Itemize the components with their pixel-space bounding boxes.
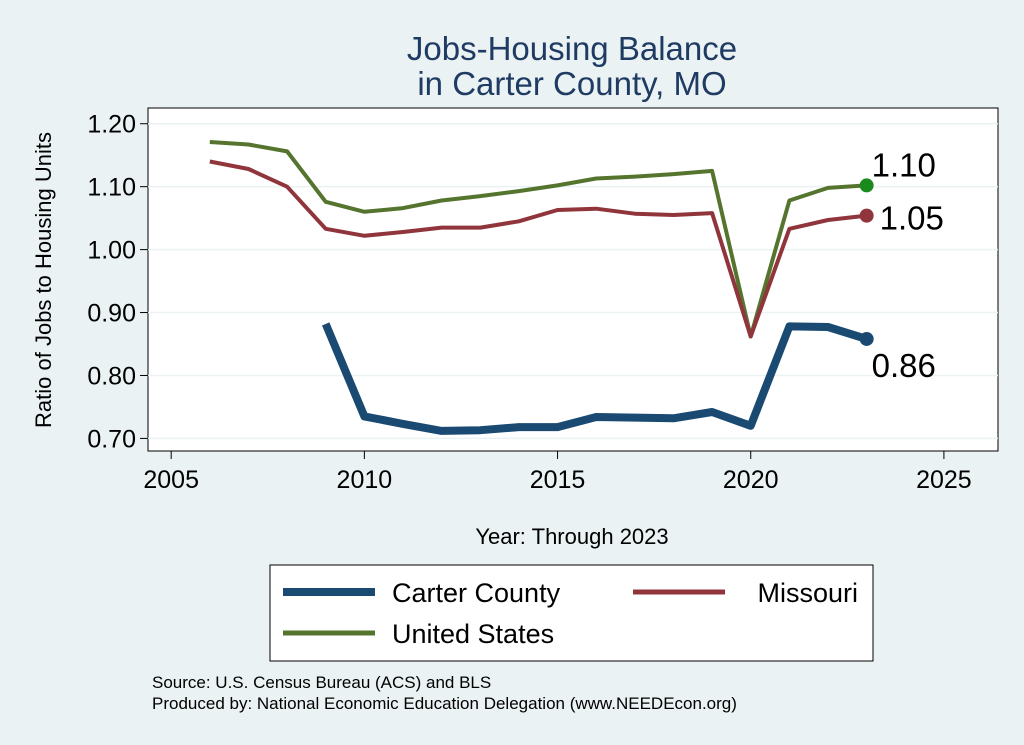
legend-label-united-states: United States (392, 619, 554, 649)
series-line-missouri (209, 159, 867, 339)
chart-title-line-1: Jobs-Housing Balance (407, 30, 737, 67)
legend: Carter County Missouri United States (269, 564, 874, 662)
y-tick-label: 0.90 (87, 300, 136, 328)
y-tick-label: 1.00 (87, 237, 136, 265)
legend-box (269, 564, 874, 662)
series-lines (209, 140, 868, 435)
end-marker-united-states (859, 178, 874, 193)
x-tick-label: 2020 (723, 466, 779, 494)
legend-label-carter-county: Carter County (392, 578, 561, 608)
y-axis-label: Ratio of Jobs to Housing Units (31, 132, 56, 428)
producer-note: Produced by: National Economic Education… (152, 694, 737, 713)
end-marker-missouri (859, 208, 874, 223)
x-tick-label: 2010 (337, 466, 393, 494)
x-tick-label: 2015 (530, 466, 586, 494)
series-line-carter-county (322, 322, 868, 435)
end-label-united-states: 1.10 (872, 146, 936, 183)
y-tick-label: 0.80 (87, 362, 136, 390)
end-labels: 0.86 1.05 1.10 (872, 146, 944, 384)
end-marker-carter-county (859, 331, 874, 346)
y-tick-label: 1.10 (87, 174, 136, 202)
y-tick-label: 1.20 (87, 111, 136, 139)
legend-label-missouri: Missouri (757, 578, 858, 608)
x-tick-label: 2025 (916, 466, 972, 494)
end-label-carter-county: 0.86 (872, 347, 936, 384)
end-label-missouri: 1.05 (880, 200, 944, 237)
source-note: Source: U.S. Census Bureau (ACS) and BLS (152, 673, 491, 692)
x-axis-label: Year: Through 2023 (475, 524, 668, 549)
x-tick-label: 2005 (143, 466, 199, 494)
y-tick-label: 0.70 (87, 425, 136, 453)
end-markers (859, 178, 874, 346)
plot-area (147, 107, 999, 452)
chart-title-line-2: in Carter County, MO (417, 65, 726, 102)
